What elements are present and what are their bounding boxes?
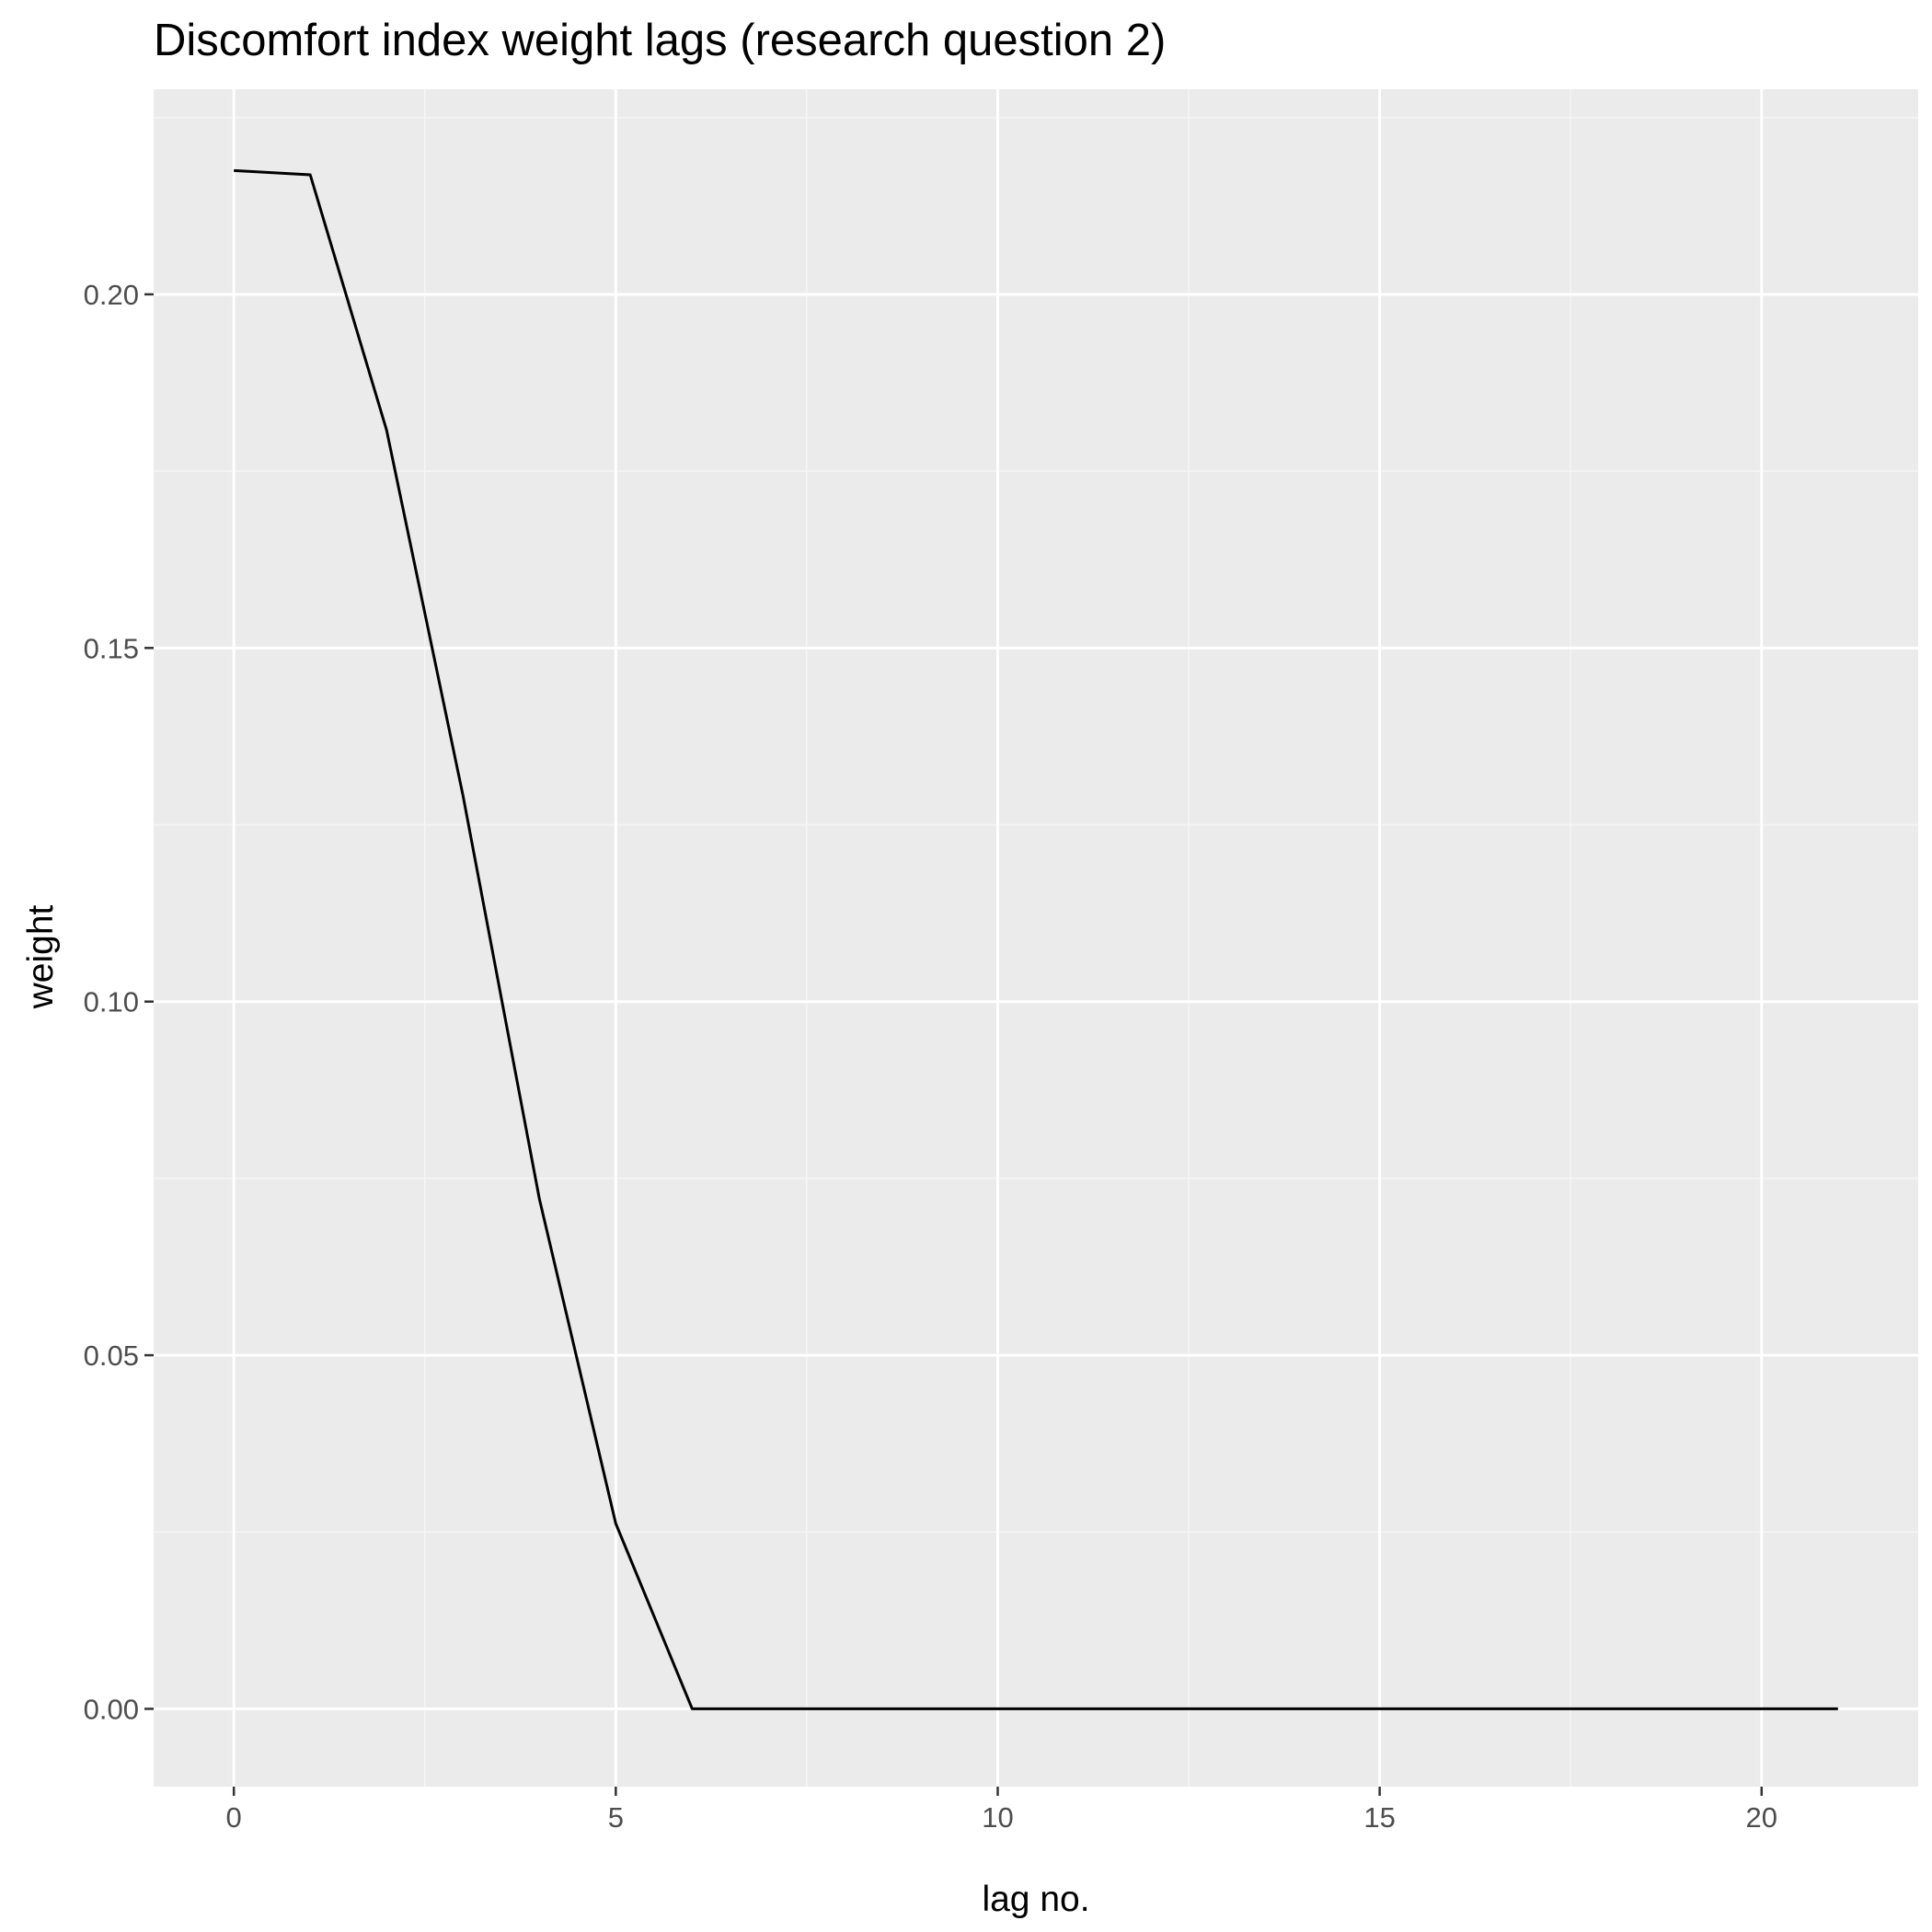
chart-title: Discomfort index weight lags (research q…: [154, 16, 1166, 65]
x-axis-title: lag no.: [982, 1880, 1089, 1919]
x-tick-label: 5: [608, 1801, 624, 1834]
y-tick-label: 0.00: [84, 1693, 139, 1725]
x-tick-label: 10: [982, 1801, 1013, 1834]
y-tick-label: 0.15: [84, 632, 139, 664]
plot-panel: [154, 89, 1918, 1787]
x-axis: 0 5 10 15 20: [226, 1787, 1777, 1834]
y-axis: 0.00 0.05 0.10 0.15 0.20: [84, 279, 154, 1725]
y-tick-label: 0.10: [84, 986, 139, 1018]
series-layer: [234, 168, 1838, 1710]
x-tick-label: 20: [1746, 1801, 1777, 1834]
series-line: [234, 168, 1838, 1710]
x-tick-label: 0: [226, 1801, 242, 1834]
x-tick-label: 15: [1363, 1801, 1395, 1834]
y-axis-title: weight: [21, 904, 61, 1009]
y-tick-label: 0.20: [84, 279, 139, 311]
y-tick-label: 0.05: [84, 1340, 139, 1372]
